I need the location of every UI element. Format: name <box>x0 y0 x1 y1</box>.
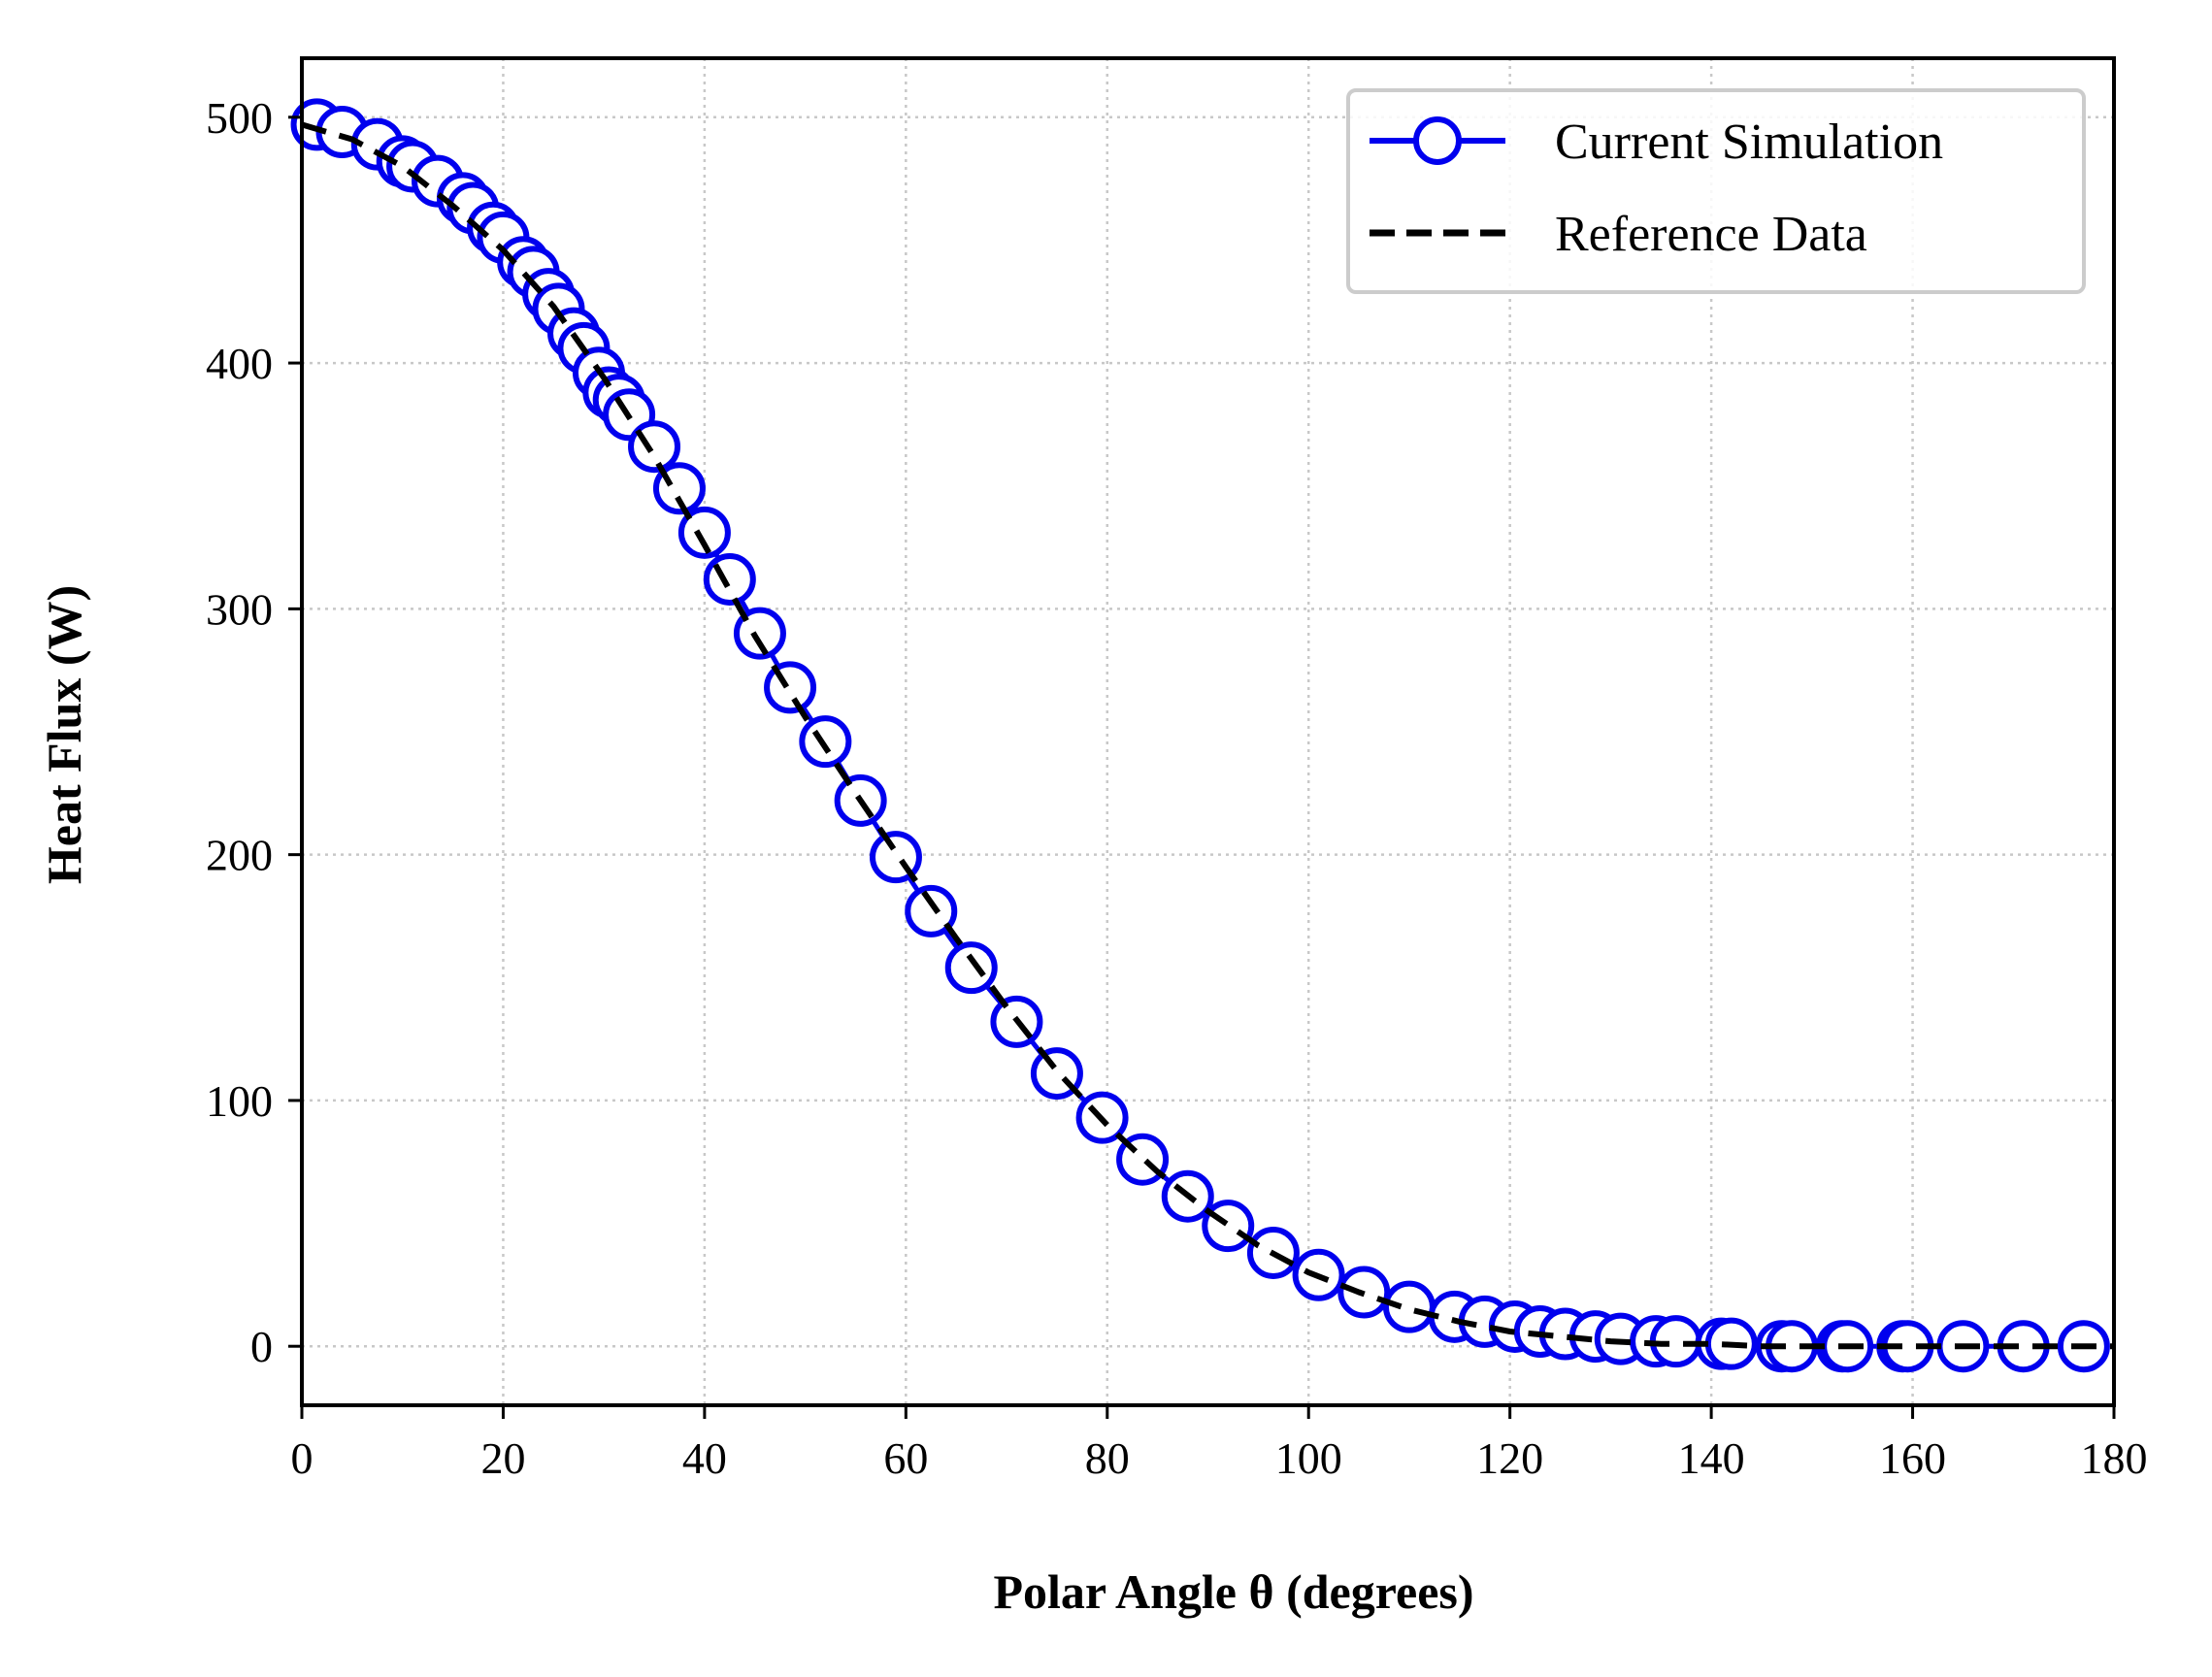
y-tick-label: 0 <box>250 1322 273 1371</box>
x-tick-label: 160 <box>1879 1433 1946 1483</box>
plot-frame <box>300 56 2116 1407</box>
legend-box <box>1346 88 2086 294</box>
simulation-point <box>1382 1280 1436 1333</box>
x-tick-label: 100 <box>1275 1433 1342 1483</box>
simulation-point <box>703 552 756 606</box>
reference-series-line <box>301 121 2114 1350</box>
axis-ticks: 0 20 40 60 80 100 120 140 160 180 0 100 200 300 400 500 <box>206 93 2148 1483</box>
y-tick-label: 300 <box>206 584 273 634</box>
x-tick-label: 140 <box>1678 1433 1745 1483</box>
simulation-point <box>1202 1200 1255 1253</box>
simulation-point <box>944 941 998 995</box>
legend-label-reference: Reference Data <box>1555 207 1867 262</box>
y-tick-label: 100 <box>206 1076 273 1126</box>
x-axis-label: Polar Angle θ (degrees) <box>994 1564 1474 1619</box>
simulation-point <box>733 607 786 660</box>
x-tick-label: 60 <box>883 1433 928 1483</box>
simulation-point <box>677 506 731 559</box>
x-tick-label: 20 <box>480 1433 525 1483</box>
x-tick-label: 120 <box>1476 1433 1543 1483</box>
x-tick-label: 80 <box>1085 1433 1130 1483</box>
y-tick-label: 200 <box>206 831 273 880</box>
series-layer <box>290 98 2114 1373</box>
y-axis-label: Heat Flux (W) <box>37 585 91 884</box>
legend-simulation-marker <box>1413 116 1462 165</box>
y-tick-label: 400 <box>206 339 273 388</box>
legend: Current Simulation Reference Data <box>1346 88 2086 294</box>
simulation-point <box>799 715 852 769</box>
simulation-point <box>905 884 958 937</box>
y-tick-label: 500 <box>206 93 273 143</box>
x-tick-label: 40 <box>682 1433 727 1483</box>
x-tick-label: 180 <box>2081 1433 2148 1483</box>
legend-label-simulation: Current Simulation <box>1555 115 1943 170</box>
x-tick-label: 0 <box>291 1433 314 1483</box>
